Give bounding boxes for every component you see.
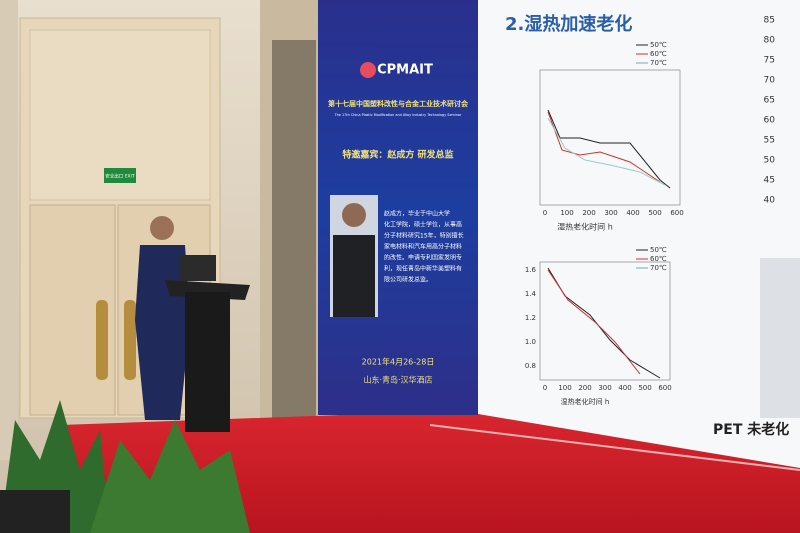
bio-line: 化工学院，硕士学位，从事高 <box>384 221 462 229</box>
x-tick-label: 300 <box>604 209 617 217</box>
curve <box>547 111 661 183</box>
y-tick-label: 75 <box>764 56 775 66</box>
logo: CPMAIT <box>377 63 433 78</box>
speaker-head <box>150 216 174 240</box>
legend-label: 60℃ <box>650 255 667 263</box>
x-axis-label: 湿热老化时间 h <box>561 397 610 406</box>
doorway <box>272 40 316 420</box>
bio-line: 利，现任青岛中新华美塑料有 <box>384 265 462 273</box>
laptop <box>180 255 216 281</box>
legend-label: 70℃ <box>650 264 667 272</box>
x-tick-label: 500 <box>638 384 651 392</box>
curve <box>547 117 666 186</box>
event-date: 2021年4月26-28日 <box>362 357 435 367</box>
y-tick-label: 70 <box>764 76 776 86</box>
slide-heading: 2.湿热加速老化 <box>505 13 632 35</box>
x-tick-label: 400 <box>618 384 631 392</box>
y-tick-label: 55 <box>764 136 775 146</box>
y-tick-label: 60 <box>764 116 776 126</box>
door-handle <box>96 300 108 380</box>
legend-label: 50℃ <box>650 246 667 254</box>
x-tick-label: 500 <box>648 209 661 217</box>
y-tick-label: 1.6 <box>525 266 537 274</box>
y-tick-label: 65 <box>764 96 775 106</box>
y-tick-label: 1.4 <box>525 290 537 298</box>
logo-mark <box>360 62 376 78</box>
x-tick-label: 0 <box>543 384 547 392</box>
banner-subtitle: The 17th China Plastic Modification and … <box>334 113 462 117</box>
x-tick-label: 200 <box>578 384 591 392</box>
x-tick-label: 100 <box>560 209 573 217</box>
x-tick-label: 300 <box>598 384 611 392</box>
door-handle <box>124 300 136 380</box>
y-tick-label: 1.2 <box>525 314 536 322</box>
stage-edge <box>429 424 800 471</box>
legend-label: 70℃ <box>650 59 667 67</box>
podium <box>185 292 230 432</box>
projection-screen <box>478 0 800 468</box>
x-axis-label: 湿热老化时间 h <box>557 222 613 232</box>
x-tick-label: 600 <box>670 209 683 217</box>
guest-title: 特邀嘉宾：赵成方 研发总监 <box>342 149 453 161</box>
curve <box>547 109 671 189</box>
guest-photo-body <box>333 235 375 317</box>
slide-content: 50℃60℃70℃50℃60℃70℃0 100 200 300 400 500 600湿热老… <box>525 16 800 418</box>
planter <box>0 490 70 533</box>
y-tick-label: 1.0 <box>525 338 536 346</box>
bio-line: 的改性。申请专利国家发明专 <box>384 254 462 262</box>
stage <box>60 410 800 533</box>
banner-title: 第十七届中国塑料改性与合金工业技术研讨会 <box>328 99 469 108</box>
y-tick-label: 50 <box>764 156 776 166</box>
exit-sign-text: 安全出口 EXIT <box>105 173 135 180</box>
legend-label: 60℃ <box>650 50 667 58</box>
y-tick-label: 85 <box>764 16 775 26</box>
curve <box>547 269 641 375</box>
bio: 赵成方，毕业于中山大学化工学院，硕士学位，从事高分子材料研究15年，特别擅长家电… <box>384 210 464 284</box>
plot-frame <box>539 69 681 206</box>
bio-line: 家电材料和汽车用高分子材料 <box>384 243 462 251</box>
y-tick-label: 80 <box>764 36 776 46</box>
guest-photo-head <box>342 203 366 227</box>
plant <box>90 420 250 533</box>
y-tick-label: 0.8 <box>525 362 536 370</box>
slide-image <box>760 258 800 418</box>
x-tick-label: 100 <box>558 384 571 392</box>
y-tick-label: 45 <box>764 176 775 186</box>
pillar <box>0 0 18 460</box>
bio-line: 赵成方，毕业于中山大学 <box>384 210 450 218</box>
bio-line: 限公司研发总监。 <box>384 276 432 284</box>
bio-line: 分子材料研究15年，特别擅长 <box>384 232 464 240</box>
legend-label: 50℃ <box>650 41 667 49</box>
y-tick-label: 40 <box>764 196 776 206</box>
x-tick-label: 200 <box>582 209 595 217</box>
x-tick-label: 600 <box>658 384 671 392</box>
plot-frame <box>539 261 671 381</box>
x-tick-label: 400 <box>626 209 639 217</box>
slide-footer: PET 未老化 <box>713 421 789 438</box>
exit-sign <box>104 168 136 183</box>
event-venue: 山东·青岛·汉华酒店 <box>363 375 432 385</box>
x-tick-label: 0 <box>543 209 547 217</box>
